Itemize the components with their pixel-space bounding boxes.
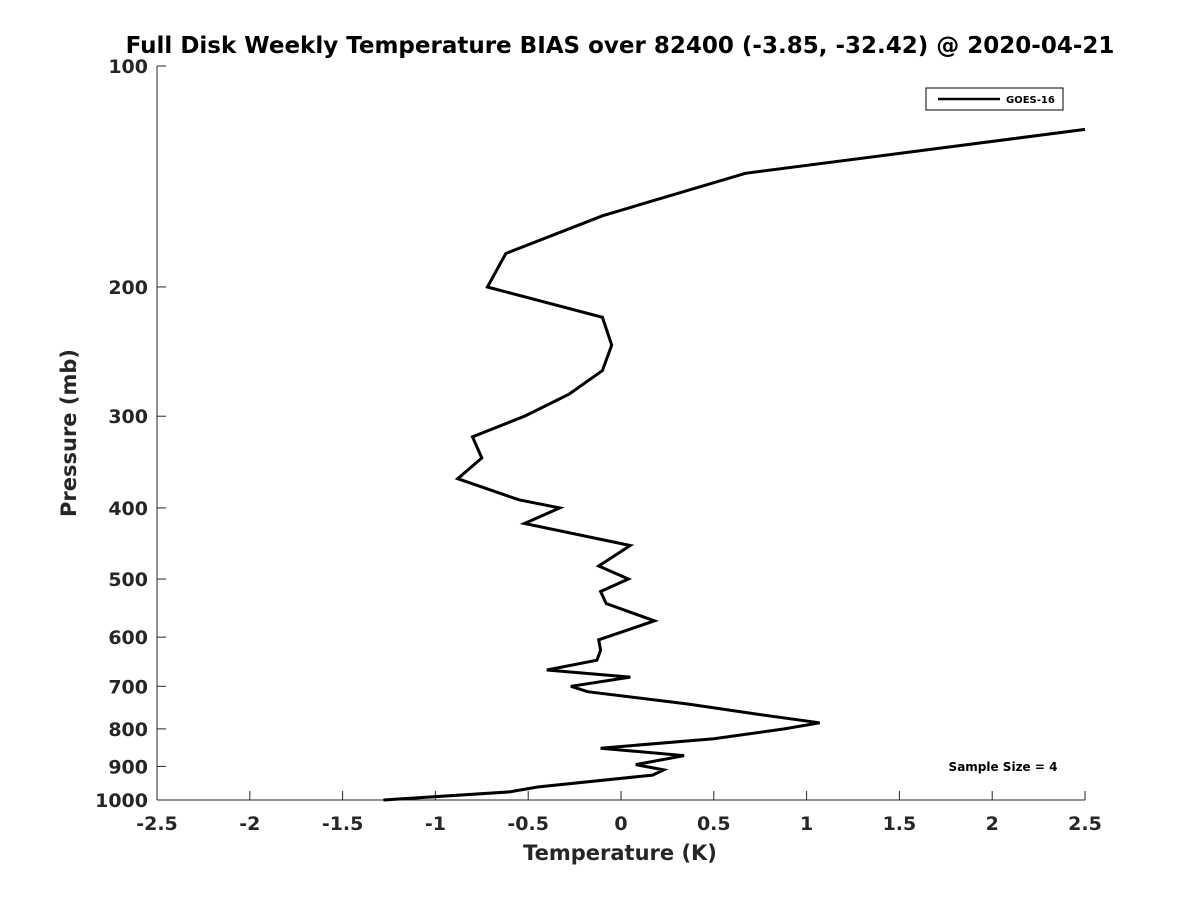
x-axis-ticks: -2.5 -2 -1.5 -1 -0.5 0 0.5 1 1.5 2 2.5 (136, 791, 1102, 835)
y-tick-label: 800 (108, 719, 148, 741)
x-tick-label: 2.5 (1068, 813, 1102, 835)
y-axis-label: Pressure (mb) (57, 349, 81, 517)
x-tick-label: -1.5 (322, 813, 364, 835)
legend-label-goes-16: GOES-16 (1006, 95, 1055, 106)
x-tick-label: 1 (800, 813, 813, 835)
x-tick-label: -2 (239, 813, 260, 835)
y-tick-label: 400 (108, 498, 148, 520)
x-tick-label: -0.5 (507, 813, 549, 835)
x-tick-label: 2 (986, 813, 999, 835)
x-tick-label: -1 (425, 813, 446, 835)
y-tick-label: 600 (108, 627, 148, 649)
y-tick-label: 300 (108, 406, 148, 428)
y-tick-label: 900 (108, 756, 148, 778)
x-tick-label: 0.5 (697, 813, 731, 835)
y-tick-label: 1000 (95, 790, 148, 812)
x-tick-label: 0 (614, 813, 627, 835)
plot-axes (156, 66, 1085, 801)
chart-title: Full Disk Weekly Temperature BIAS over 8… (126, 33, 1115, 59)
y-tick-label: 500 (108, 569, 148, 591)
x-tick-label: -2.5 (136, 813, 178, 835)
sample-size-annotation: Sample Size = 4 (949, 760, 1058, 774)
y-tick-label: 200 (108, 277, 148, 299)
legend: GOES-16 (925, 87, 1064, 111)
series-group (383, 127, 1086, 802)
series-line-goes-16 (383, 127, 1086, 802)
x-tick-label: 1.5 (883, 813, 917, 835)
y-tick-label: 100 (108, 56, 148, 78)
y-axis-ticks: 100 200 300 400 500 600 700 800 900 1000 (95, 56, 166, 812)
x-axis-label: Temperature (K) (523, 841, 717, 865)
y-tick-label: 700 (108, 676, 148, 698)
